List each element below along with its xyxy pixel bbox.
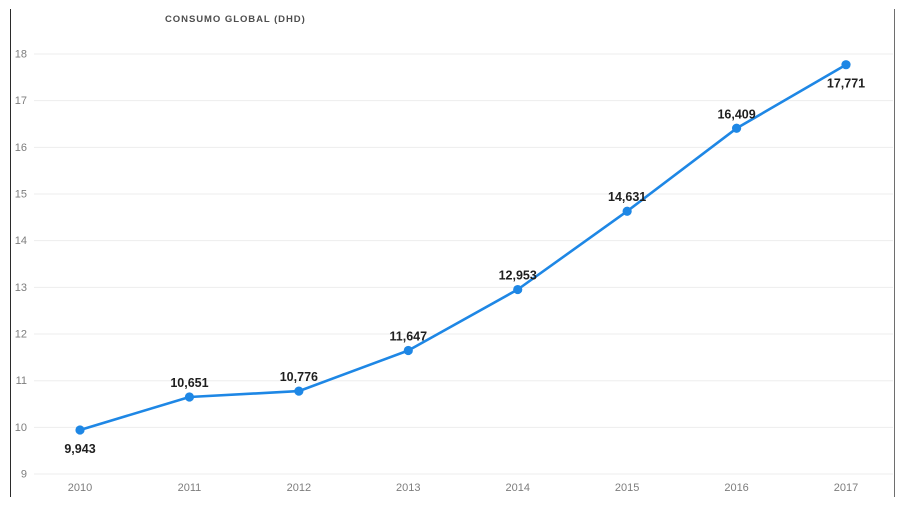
data-point[interactable]: [622, 206, 632, 216]
data-point[interactable]: [403, 345, 413, 356]
y-tick-label: 11: [16, 375, 27, 387]
y-tick-label: 10: [15, 422, 27, 434]
y-tick-label: 18: [15, 49, 27, 61]
data-point-label: 16,409: [717, 107, 755, 121]
x-tick-label: 2010: [68, 482, 92, 494]
consumption-line: [78, 63, 848, 432]
x-tick-label: 2017: [834, 482, 858, 494]
x-tick-label: 2015: [615, 482, 639, 494]
left-border-line: [10, 9, 11, 497]
x-tick-label: 2011: [178, 482, 202, 494]
data-point-label: 10,651: [170, 376, 208, 390]
x-tick-label: 2012: [287, 482, 311, 494]
y-tick-label: 14: [15, 235, 27, 247]
data-point[interactable]: [731, 123, 742, 133]
data-point[interactable]: [294, 386, 304, 396]
y-tick-label: 16: [15, 142, 27, 154]
y-tick-label: 9: [21, 469, 27, 481]
x-tick-label: 2014: [505, 482, 529, 494]
y-tick-label: 13: [15, 282, 27, 294]
data-point-label: 14,631: [608, 190, 646, 204]
data-point-label: 11,647: [390, 329, 428, 343]
y-tick-label: 17: [15, 95, 27, 107]
data-point-label: 10,776: [280, 370, 318, 384]
right-border-line: [894, 9, 895, 497]
data-point[interactable]: [841, 60, 851, 70]
data-point-label: 17,771: [827, 77, 865, 91]
data-point-label: 12,953: [499, 269, 537, 283]
data-point[interactable]: [75, 425, 85, 435]
x-tick-label: 2016: [724, 482, 748, 494]
data-point[interactable]: [184, 392, 195, 402]
y-tick-label: 12: [15, 329, 27, 341]
data-point-label: 9,943: [64, 442, 95, 456]
y-tick-label: 15: [15, 189, 27, 201]
x-tick-label: 2013: [396, 482, 420, 494]
chart-title: CONSUMO GLOBAL (DHD): [165, 14, 306, 25]
data-point[interactable]: [513, 284, 523, 295]
